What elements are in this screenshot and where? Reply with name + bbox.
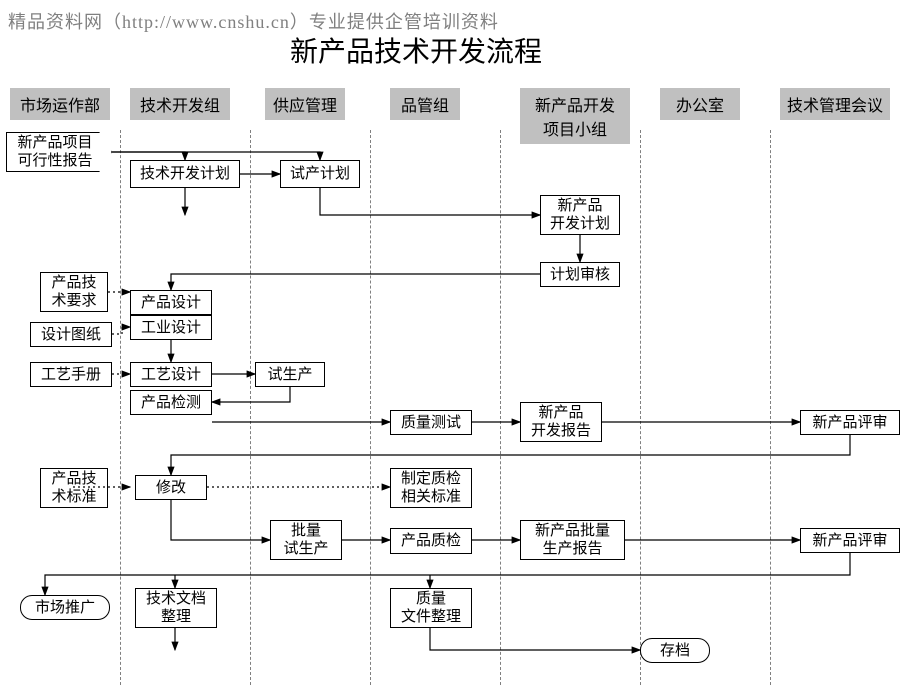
flow-node-n_qualtest: 质量测试 — [390, 410, 472, 435]
lane-header: 技术管理会议 — [780, 88, 890, 120]
flow-node-n_techplan: 技术开发计划 — [130, 160, 240, 188]
flow-node-n_feasibility: 新产品项目 可行性报告 — [6, 132, 112, 172]
lane-separator — [500, 130, 501, 685]
lane-separator — [770, 130, 771, 685]
lane-header: 供应管理 — [265, 88, 345, 120]
lane-separator — [370, 130, 371, 685]
flow-node-n_techstd: 产品技 术标准 — [40, 468, 108, 508]
flow-node-n_newprodplan: 新产品 开发计划 — [540, 195, 620, 235]
lane-header: 市场运作部 — [10, 88, 110, 120]
lane-separator — [250, 130, 251, 685]
flow-node-n_qualdoc: 质量 文件整理 — [390, 588, 472, 628]
flow-node-n_modify: 修改 — [135, 475, 207, 500]
flow-node-n_manual: 工艺手册 — [30, 362, 112, 387]
lane-separator — [640, 130, 641, 685]
flow-node-n_prodtest: 产品检测 — [130, 390, 212, 415]
lane-separator — [120, 130, 121, 685]
flow-node-n_review2: 新产品评审 — [800, 528, 900, 553]
flow-node-n_batchreport: 新产品批量 生产报告 — [520, 520, 625, 560]
flow-node-n_planreview: 计划审核 — [540, 262, 620, 287]
flow-node-n_trialprod: 试生产 — [255, 362, 325, 387]
flow-node-n_archive: 存档 — [640, 638, 710, 663]
flow-node-n_techreq: 产品技 术要求 — [40, 272, 108, 312]
flow-node-n_prodqc: 产品质检 — [390, 528, 472, 554]
flow-node-n_devreport: 新产品 开发报告 — [520, 402, 602, 442]
flow-node-n_drawings: 设计图纸 — [30, 322, 112, 347]
flow-node-n_trialplan: 试产计划 — [280, 160, 360, 188]
lane-header: 办公室 — [660, 88, 740, 120]
lane-header: 技术开发组 — [130, 88, 230, 120]
flow-node-n_batchtrial: 批量 试生产 — [270, 520, 342, 560]
flow-node-n_setqcstd: 制定质检 相关标准 — [390, 468, 472, 508]
flow-node-n_review1: 新产品评审 — [800, 410, 900, 435]
lane-header: 品管组 — [390, 88, 460, 120]
flow-node-n_procdesign: 工艺设计 — [130, 362, 212, 387]
flow-node-n_techdoc: 技术文档 整理 — [135, 588, 217, 628]
flow-node-n_inddesign: 工业设计 — [130, 315, 212, 340]
page-title: 新产品技术开发流程 — [290, 30, 542, 70]
lane-header: 新产品开发 项目小组 — [520, 88, 630, 144]
flow-node-n_market: 市场推广 — [20, 595, 110, 620]
flow-node-n_proddesign: 产品设计 — [130, 290, 212, 315]
